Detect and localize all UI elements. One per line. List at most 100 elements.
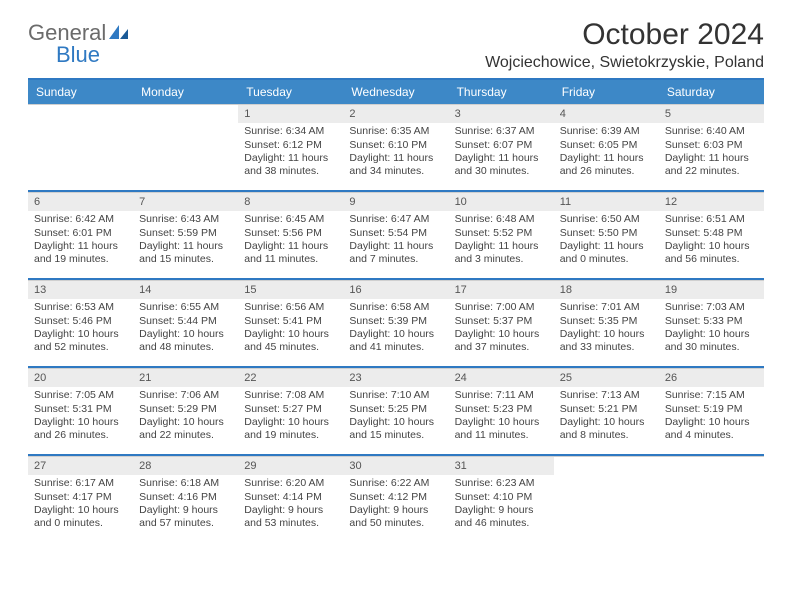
calendar-cell (659, 456, 764, 542)
day-details: Sunrise: 6:34 AMSunset: 6:12 PMDaylight:… (238, 123, 343, 183)
sunset-text: Sunset: 5:29 PM (139, 403, 232, 416)
daylight-text: Daylight: 11 hours and 34 minutes. (349, 152, 442, 179)
daylight-text: Daylight: 10 hours and 8 minutes. (560, 416, 653, 443)
calendar-cell: 7Sunrise: 6:43 AMSunset: 5:59 PMDaylight… (133, 192, 238, 278)
calendar-cell: 14Sunrise: 6:55 AMSunset: 5:44 PMDayligh… (133, 280, 238, 366)
calendar-cell: 28Sunrise: 6:18 AMSunset: 4:16 PMDayligh… (133, 456, 238, 542)
weekday-fri: Friday (554, 80, 659, 104)
day-details: Sunrise: 6:47 AMSunset: 5:54 PMDaylight:… (343, 211, 448, 271)
day-number: 11 (554, 193, 659, 211)
daylight-text: Daylight: 11 hours and 15 minutes. (139, 240, 232, 267)
day-details: Sunrise: 7:05 AMSunset: 5:31 PMDaylight:… (28, 387, 133, 447)
calendar-cell (554, 456, 659, 542)
sunrise-text: Sunrise: 7:01 AM (560, 301, 653, 314)
sunrise-text: Sunrise: 6:53 AM (34, 301, 127, 314)
day-details: Sunrise: 6:18 AMSunset: 4:16 PMDaylight:… (133, 475, 238, 535)
daylight-text: Daylight: 10 hours and 19 minutes. (244, 416, 337, 443)
day-details: Sunrise: 6:51 AMSunset: 5:48 PMDaylight:… (659, 211, 764, 271)
day-number: 1 (238, 105, 343, 123)
location-text: Wojciechowice, Swietokrzyskie, Poland (485, 54, 764, 72)
daylight-text: Daylight: 10 hours and 52 minutes. (34, 328, 127, 355)
day-number: 20 (28, 369, 133, 387)
sunrise-text: Sunrise: 7:10 AM (349, 389, 442, 402)
weekday-wed: Wednesday (343, 80, 448, 104)
day-details: Sunrise: 6:20 AMSunset: 4:14 PMDaylight:… (238, 475, 343, 535)
day-number: 23 (343, 369, 448, 387)
day-details: Sunrise: 7:13 AMSunset: 5:21 PMDaylight:… (554, 387, 659, 447)
day-details: Sunrise: 7:08 AMSunset: 5:27 PMDaylight:… (238, 387, 343, 447)
sunset-text: Sunset: 5:35 PM (560, 315, 653, 328)
sunrise-text: Sunrise: 6:35 AM (349, 125, 442, 138)
sunset-text: Sunset: 5:31 PM (34, 403, 127, 416)
sunrise-text: Sunrise: 6:22 AM (349, 477, 442, 490)
calendar-cell: 12Sunrise: 6:51 AMSunset: 5:48 PMDayligh… (659, 192, 764, 278)
sunset-text: Sunset: 5:46 PM (34, 315, 127, 328)
day-number (659, 457, 764, 475)
sunset-text: Sunset: 5:33 PM (665, 315, 758, 328)
day-number: 26 (659, 369, 764, 387)
daylight-text: Daylight: 11 hours and 38 minutes. (244, 152, 337, 179)
day-number: 5 (659, 105, 764, 123)
daylight-text: Daylight: 10 hours and 41 minutes. (349, 328, 442, 355)
daylight-text: Daylight: 10 hours and 30 minutes. (665, 328, 758, 355)
sunrise-text: Sunrise: 6:55 AM (139, 301, 232, 314)
sunrise-text: Sunrise: 7:03 AM (665, 301, 758, 314)
daylight-text: Daylight: 11 hours and 7 minutes. (349, 240, 442, 267)
calendar-cell: 15Sunrise: 6:56 AMSunset: 5:41 PMDayligh… (238, 280, 343, 366)
day-details: Sunrise: 7:10 AMSunset: 5:25 PMDaylight:… (343, 387, 448, 447)
sunrise-text: Sunrise: 6:58 AM (349, 301, 442, 314)
header-row: General Blue October 2024 Wojciechowice,… (28, 18, 764, 72)
sunrise-text: Sunrise: 7:08 AM (244, 389, 337, 402)
day-details: Sunrise: 7:06 AMSunset: 5:29 PMDaylight:… (133, 387, 238, 447)
sunset-text: Sunset: 5:25 PM (349, 403, 442, 416)
calendar-cell: 19 Sunrise: 7:03 AMSunset: 5:33 PMDayligh… (659, 280, 764, 366)
sunrise-text: Sunrise: 6:42 AM (34, 213, 127, 226)
calendar-cell: 4Sunrise: 6:39 AMSunset: 6:05 PMDaylight… (554, 104, 659, 190)
day-details: Sunrise: 6:45 AMSunset: 5:56 PMDaylight:… (238, 211, 343, 271)
day-number: 28 (133, 457, 238, 475)
weekday-mon: Monday (133, 80, 238, 104)
day-details: Sunrise: 6:50 AMSunset: 5:50 PMDaylight:… (554, 211, 659, 271)
daylight-text: Daylight: 9 hours and 57 minutes. (139, 504, 232, 531)
sunrise-text: Sunrise: 6:17 AM (34, 477, 127, 490)
daylight-text: Daylight: 11 hours and 30 minutes. (455, 152, 548, 179)
daylight-text: Daylight: 10 hours and 37 minutes. (455, 328, 548, 355)
sunset-text: Sunset: 6:01 PM (34, 227, 127, 240)
sunset-text: Sunset: 5:23 PM (455, 403, 548, 416)
day-number: 24 (449, 369, 554, 387)
sunrise-text: Sunrise: 7:15 AM (665, 389, 758, 402)
sunset-text: Sunset: 5:19 PM (665, 403, 758, 416)
sunrise-text: Sunrise: 6:39 AM (560, 125, 653, 138)
weekday-header: Sunday Monday Tuesday Wednesday Thursday… (28, 80, 764, 104)
day-number: 25 (554, 369, 659, 387)
daylight-text: Daylight: 9 hours and 53 minutes. (244, 504, 337, 531)
day-details: Sunrise: 7:15 AMSunset: 5:19 PMDaylight:… (659, 387, 764, 447)
sunset-text: Sunset: 6:03 PM (665, 139, 758, 152)
daylight-text: Daylight: 11 hours and 11 minutes. (244, 240, 337, 267)
sunrise-text: Sunrise: 6:50 AM (560, 213, 653, 226)
day-details: Sunrise: 7:01 AMSunset: 5:35 PMDaylight:… (554, 299, 659, 359)
month-title: October 2024 (485, 18, 764, 52)
daylight-text: Daylight: 10 hours and 56 minutes. (665, 240, 758, 267)
sunset-text: Sunset: 4:10 PM (455, 491, 548, 504)
weekday-sun: Sunday (28, 80, 133, 104)
sunrise-text: Sunrise: 6:20 AM (244, 477, 337, 490)
day-details: Sunrise: 6:56 AMSunset: 5:41 PMDaylight:… (238, 299, 343, 359)
sunset-text: Sunset: 5:39 PM (349, 315, 442, 328)
day-number: 19 (659, 281, 764, 299)
sunrise-text: Sunrise: 6:18 AM (139, 477, 232, 490)
sunset-text: Sunset: 4:12 PM (349, 491, 442, 504)
calendar-cell: 30Sunrise: 6:22 AMSunset: 4:12 PMDayligh… (343, 456, 448, 542)
calendar-cell: 18Sunrise: 7:01 AMSunset: 5:35 PMDayligh… (554, 280, 659, 366)
calendar-cell: 22Sunrise: 7:08 AMSunset: 5:27 PMDayligh… (238, 368, 343, 454)
brand-sail-icon (108, 24, 130, 45)
calendar-cell: 16Sunrise: 6:58 AMSunset: 5:39 PMDayligh… (343, 280, 448, 366)
day-details: Sunrise: 6:58 AMSunset: 5:39 PMDaylight:… (343, 299, 448, 359)
day-number: 4 (554, 105, 659, 123)
sunset-text: Sunset: 5:56 PM (244, 227, 337, 240)
calendar-page: General Blue October 2024 Wojciechowice,… (0, 0, 792, 542)
day-number: 30 (343, 457, 448, 475)
sunset-text: Sunset: 4:17 PM (34, 491, 127, 504)
sunset-text: Sunset: 5:50 PM (560, 227, 653, 240)
calendar-cell: 25Sunrise: 7:13 AMSunset: 5:21 PMDayligh… (554, 368, 659, 454)
